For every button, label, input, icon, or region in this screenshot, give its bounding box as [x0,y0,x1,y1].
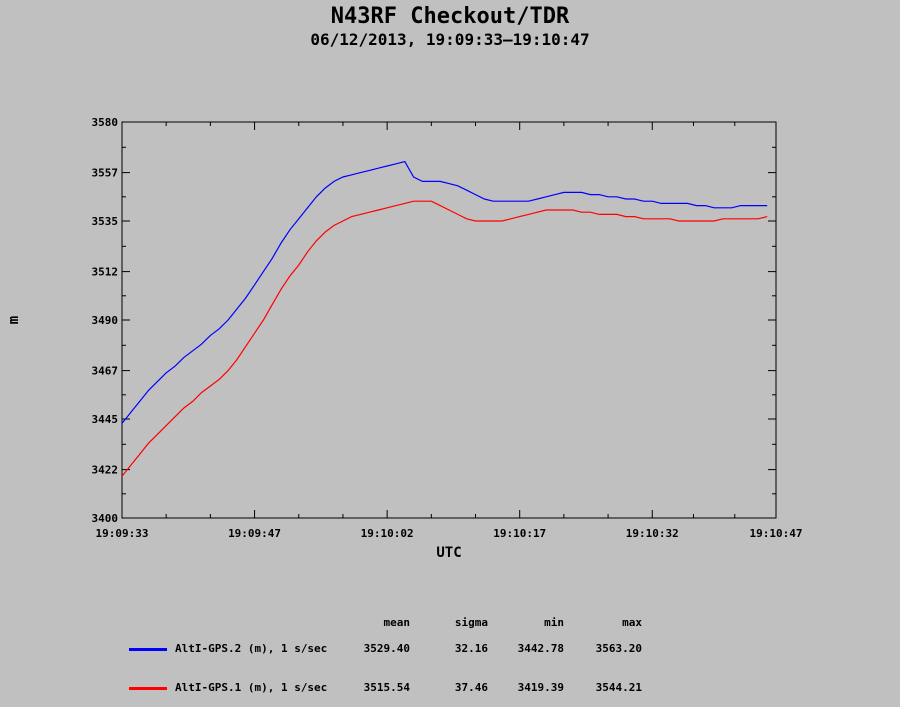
stats-min: 3442.78 [517,642,564,655]
plot-frame [121,121,777,519]
legend-swatch-blue [128,647,167,651]
stats-row: AltI-GPS.1 (m), 1 s/sec 3515.54 37.46 34… [76,668,642,707]
y-tick-label: 3490 [92,314,119,327]
stats-mean: 3529.40 [363,642,410,655]
legend-swatch-red [128,686,167,690]
y-tick-label: 3535 [92,215,119,228]
y-tick-label: 3400 [92,512,119,525]
x-tick-label: 19:10:17 [493,527,546,540]
stats-header-row: mean sigma min max [76,616,643,629]
stats-header-sigma: sigma [454,616,488,629]
legend-entry-series-1: AltI-GPS.2 (m), 1 s/sec [76,629,346,668]
stats-header-min: min [544,616,564,629]
x-tick-label: 19:10:02 [361,527,414,540]
chart-subtitle: 06/12/2013, 19:09:33–19:10:47 [310,30,590,49]
stats-row: AltI-GPS.2 (m), 1 s/sec 3529.40 32.16 34… [76,629,642,668]
legend-label: AltI-GPS.2 (m), 1 s/sec [174,642,328,655]
stats-table: mean sigma min max AltI-GPS.2 (m), 1 s/s… [76,616,642,707]
y-tick-label: 3422 [92,464,119,477]
series-line-2 [121,200,768,477]
x-tick-label: 19:09:33 [96,527,149,540]
series-lines [121,160,768,477]
series-line-1 [121,160,768,424]
stats-max: 3563.20 [595,642,642,655]
y-axis-title: m [6,316,22,324]
y-tick-label: 3557 [92,167,119,180]
stats-mean: 3515.54 [363,681,410,694]
legend-label: AltI-GPS.1 (m), 1 s/sec [174,681,328,694]
stats-header-name [76,616,346,629]
y-tick-label: 3512 [92,266,119,279]
stats-min: 3419.39 [517,681,564,694]
stats-sigma: 32.16 [454,642,488,655]
stats-header-max: max [622,616,642,629]
x-tick-label: 19:10:47 [750,527,803,540]
axis-ticks: 3400 3422 3445 3467 3490 3512 3535 3557 3580 19:0… [92,116,803,540]
y-tick-label: 3580 [92,116,119,129]
legend-entry-series-2: AltI-GPS.1 (m), 1 s/sec [76,668,346,707]
stats-sigma: 37.46 [454,681,488,694]
x-tick-label: 19:10:32 [626,527,679,540]
y-tick-label: 3467 [92,365,119,378]
plot-area: 3400 3422 3445 3467 3490 3512 3535 3557 3580 19:0… [6,116,803,561]
x-tick-label: 19:09:47 [228,527,281,540]
chart-title: N43RF Checkout/TDR [330,4,570,29]
stats-max: 3544.21 [595,681,642,694]
y-tick-label: 3445 [92,413,119,426]
stats-header-mean: mean [383,616,411,629]
x-axis-title: UTC [436,545,461,561]
